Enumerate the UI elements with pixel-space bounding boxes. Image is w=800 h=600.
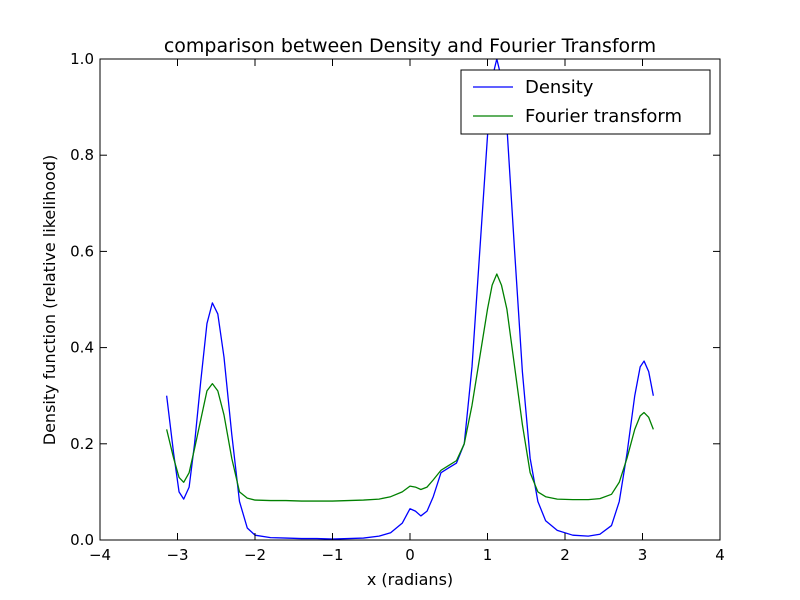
series-line-fourier-transform <box>166 273 654 502</box>
y-tick-label: 0.0 <box>70 531 94 549</box>
y-tick-label: 0.8 <box>70 146 94 164</box>
x-tick-label: −2 <box>244 546 266 564</box>
legend-box <box>460 69 711 135</box>
x-tick-label: 3 <box>638 546 648 564</box>
y-tick-label: 0.4 <box>70 339 94 357</box>
y-tick-label: 1.0 <box>70 50 94 68</box>
legend-label: Density <box>525 77 594 98</box>
x-axis-label: x (radians) <box>367 570 453 589</box>
legend: Density Fourier transform <box>460 69 711 135</box>
series-line-density <box>166 59 654 540</box>
y-axis-label: Density function (relative likelihood) <box>40 155 59 445</box>
y-tick-label: 0.6 <box>70 242 94 260</box>
x-tick-label: −4 <box>89 546 111 564</box>
legend-label: Fourier transform <box>525 106 682 127</box>
x-tick-label: 4 <box>715 546 725 564</box>
x-tick-label: −3 <box>166 546 188 564</box>
x-tick-label: 2 <box>560 546 570 564</box>
y-tick-label: 0.2 <box>70 435 94 453</box>
axis-ticks: −4 −3 −2 −1 0 1 2 3 4 0.0 0.2 0.4 0.6 0.8 1.0 <box>70 50 725 564</box>
chart-title: comparison between Density and Fourier T… <box>164 35 656 57</box>
x-tick-label: 1 <box>483 546 493 564</box>
x-tick-label: −1 <box>321 546 343 564</box>
x-tick-label: 0 <box>405 546 415 564</box>
